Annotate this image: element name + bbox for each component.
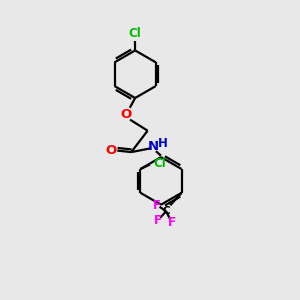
Text: H: H (158, 137, 167, 150)
Text: F: F (154, 214, 162, 227)
Text: Cl: Cl (153, 157, 166, 170)
Text: Cl: Cl (129, 27, 142, 40)
Text: F: F (167, 216, 175, 229)
Text: F: F (153, 200, 160, 212)
Text: C: C (162, 206, 170, 216)
Text: O: O (121, 108, 132, 121)
Text: O: O (105, 144, 116, 157)
Text: N: N (148, 140, 159, 153)
